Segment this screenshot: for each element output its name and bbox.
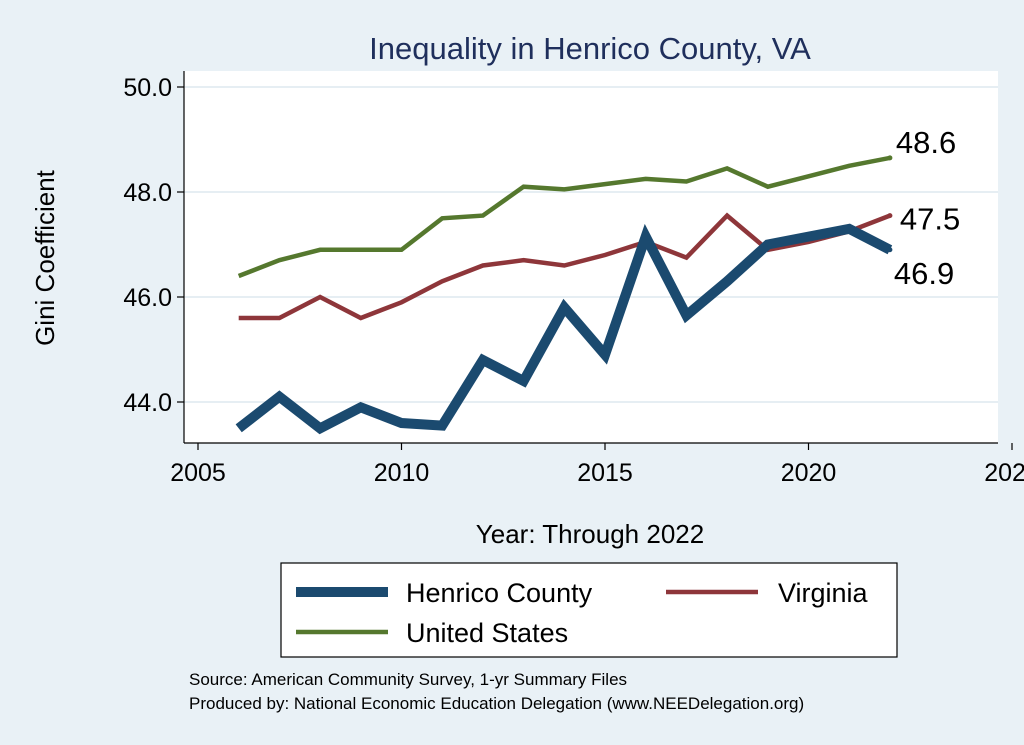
series-end-marker — [887, 213, 893, 219]
producer-note: Produced by: National Economic Education… — [189, 694, 804, 713]
end-label-virginia: 47.5 — [900, 202, 960, 237]
end-label-henrico-county: 46.9 — [894, 256, 954, 291]
legend-box — [280, 562, 898, 658]
x-tick-label: 2020 — [781, 459, 837, 487]
legend-label-united-states: United States — [406, 618, 568, 648]
series-line-henrico-county — [235, 223, 893, 435]
series-line-virginia — [238, 212, 891, 321]
y-tick-label: 46.0 — [123, 284, 172, 312]
x-tick-label: 2005 — [170, 459, 226, 487]
axes: 44.0 46.0 48.0 50.0 2005 2010 2015 2020 2025 — [123, 71, 1024, 487]
y-tick-label: 50.0 — [123, 74, 172, 102]
y-tick-label: 44.0 — [123, 389, 172, 417]
legend-label-virginia: Virginia — [778, 578, 869, 608]
end-labels: 46.9 47.5 48.6 — [894, 125, 960, 291]
y-axis-label: Gini Coefficient — [30, 169, 60, 346]
y-tick-label: 48.0 — [123, 179, 172, 207]
end-label-united-states: 48.6 — [896, 125, 956, 160]
x-tick-label: 2015 — [577, 459, 633, 487]
legend: Henrico County Virginia United States — [280, 562, 898, 658]
x-tick-label: 2010 — [374, 459, 430, 487]
source-note: Source: American Community Survey, 1-yr … — [189, 670, 627, 689]
series-line-united-states — [237, 155, 891, 279]
series-lines — [235, 155, 893, 435]
x-tick-label: 2025 — [984, 459, 1024, 487]
chart-title: Inequality in Henrico County, VA — [369, 31, 811, 66]
series-end-marker — [887, 247, 893, 253]
series-end-marker — [887, 155, 893, 161]
x-axis-label: Year: Through 2022 — [476, 519, 704, 549]
legend-label-henrico-county: Henrico County — [406, 578, 593, 608]
